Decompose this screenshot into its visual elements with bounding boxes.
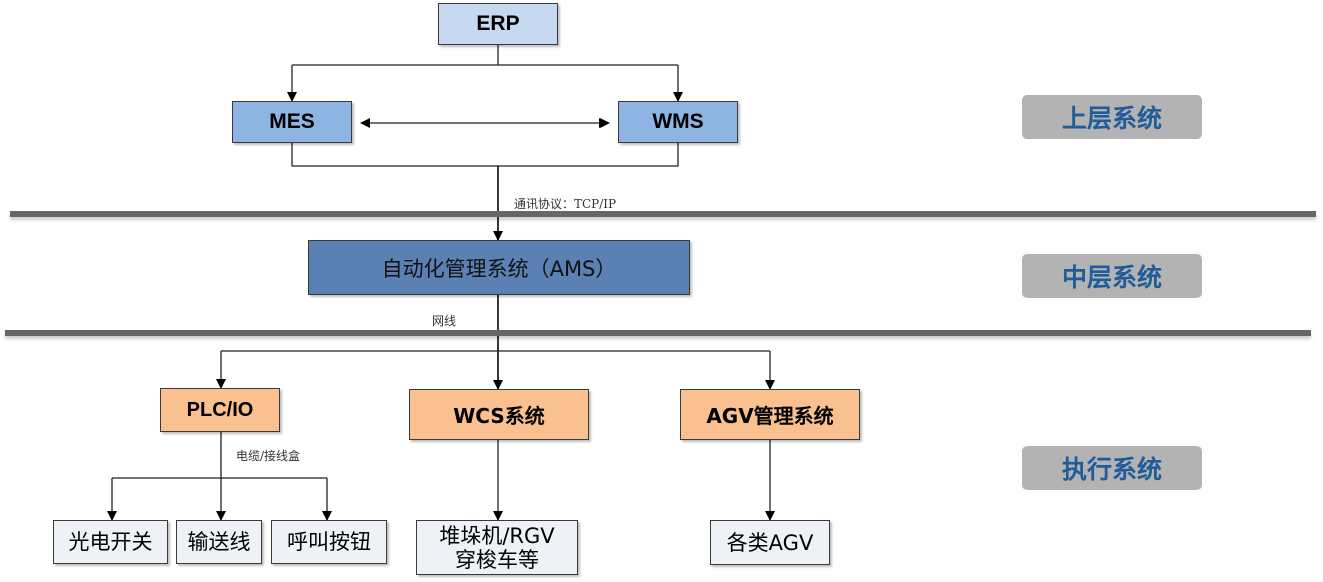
conveyor-box: 输送线: [176, 520, 262, 564]
tier-divider-lower: [5, 330, 1311, 336]
mes-box: MES: [232, 101, 352, 143]
tier-label-execution: 执行系统: [1022, 446, 1202, 490]
cable-label: 电缆/接线盒: [236, 449, 301, 463]
network-label: 网线: [432, 314, 457, 328]
tier-divider-upper: [10, 211, 1316, 217]
stacker-line2: 穿梭车等: [455, 547, 539, 572]
stacker-rgv-box: 堆垛机/RGV 穿梭车等: [416, 520, 578, 575]
ams-box: 自动化管理系统（AMS）: [308, 240, 690, 295]
agv-box: 各类AGV: [710, 520, 830, 565]
tier-label-upper: 上层系统: [1022, 95, 1202, 139]
stacker-line1: 堆垛机/RGV: [439, 523, 555, 548]
erp-connector: [292, 45, 678, 66]
protocol-label: 通讯协议：TCP/IP: [514, 197, 617, 211]
wms-box: WMS: [618, 101, 738, 143]
erp-box: ERP: [438, 3, 558, 45]
tier-label-middle: 中层系统: [1022, 254, 1202, 298]
photoelectric-switch-box: 光电开关: [53, 520, 168, 564]
plc-io-box: PLC/IO: [160, 388, 280, 432]
agv-management-box: AGV管理系统: [680, 389, 860, 440]
call-button-box: 呼叫按钮: [271, 520, 387, 564]
mes-wms-merge: [291, 143, 679, 167]
wcs-box: WCS系统: [409, 389, 589, 440]
